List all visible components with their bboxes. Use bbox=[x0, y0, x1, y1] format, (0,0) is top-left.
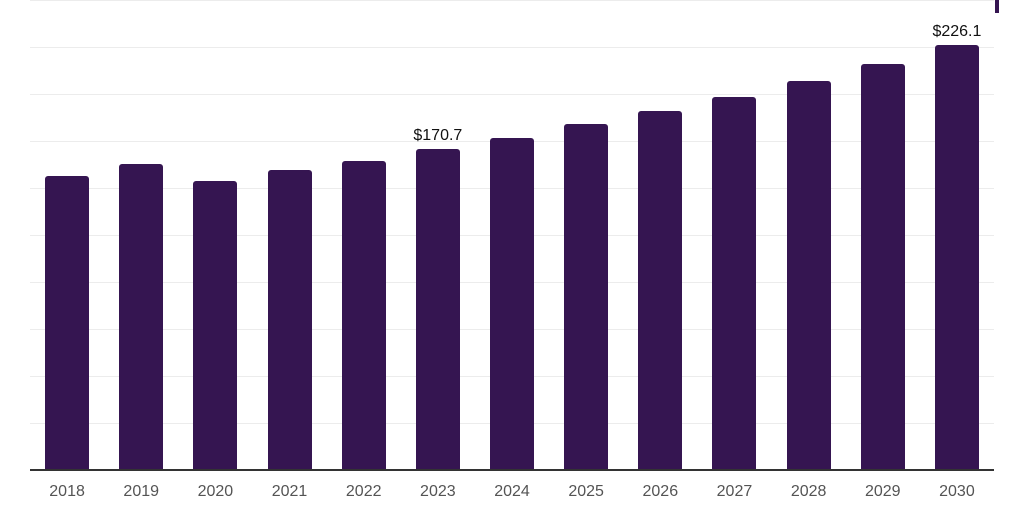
bar-2020[interactable] bbox=[193, 181, 238, 470]
bar-value-label-2030: $226.1 bbox=[932, 22, 982, 40]
x-axis-tick-label-2028: 2028 bbox=[790, 483, 827, 500]
bar-2025[interactable] bbox=[564, 124, 609, 470]
x-axis-tick-label-2024: 2024 bbox=[494, 483, 530, 500]
gridline-200 bbox=[30, 94, 994, 95]
x-axis-tick-label-2025: 2025 bbox=[568, 483, 604, 500]
bar-2026[interactable] bbox=[638, 110, 683, 470]
bar-2027[interactable] bbox=[712, 97, 757, 470]
bar-2021[interactable] bbox=[267, 169, 312, 470]
x-axis-line bbox=[30, 469, 994, 471]
plot-area: $170.7 $226.1 bbox=[30, 0, 994, 471]
bar-2024[interactable] bbox=[490, 138, 534, 470]
bar-2022[interactable] bbox=[341, 160, 386, 470]
bar-2018[interactable] bbox=[45, 175, 90, 470]
bar-2028[interactable] bbox=[786, 81, 831, 470]
x-axis-tick-label-2029: 2029 bbox=[864, 483, 901, 500]
bar-2029[interactable] bbox=[860, 63, 905, 470]
x-axis-tick-label-2022: 2022 bbox=[345, 483, 382, 500]
x-axis-tick-label-2021: 2021 bbox=[271, 483, 308, 500]
x-axis-tick-label-2018: 2018 bbox=[49, 483, 85, 500]
gridline-225 bbox=[30, 47, 994, 48]
x-axis-tick-label-2027: 2027 bbox=[716, 483, 753, 500]
bar-2019[interactable] bbox=[119, 163, 164, 470]
bar-2030[interactable] bbox=[934, 44, 979, 470]
cropped-bar-artifact bbox=[995, 0, 999, 13]
bar-2023[interactable] bbox=[415, 149, 460, 470]
gridline-250 bbox=[30, 0, 994, 1]
x-axis-tick-label-2020: 2020 bbox=[197, 483, 234, 500]
x-axis-tick-label-2023: 2023 bbox=[420, 483, 456, 500]
x-axis-tick-label-2030: 2030 bbox=[939, 483, 975, 500]
x-axis-tick-label-2026: 2026 bbox=[642, 483, 679, 500]
x-axis-tick-label-2019: 2019 bbox=[123, 483, 160, 500]
bar-value-label-2023: $170.7 bbox=[413, 127, 463, 145]
